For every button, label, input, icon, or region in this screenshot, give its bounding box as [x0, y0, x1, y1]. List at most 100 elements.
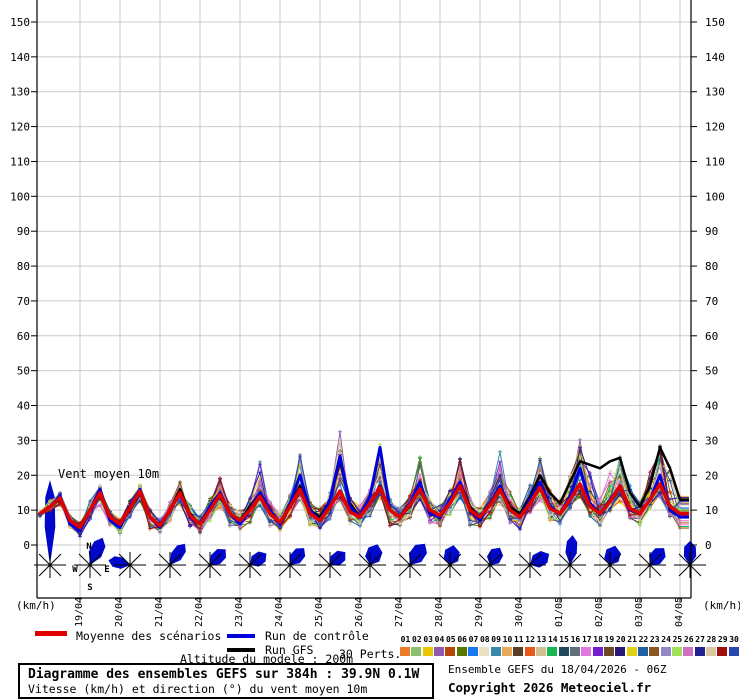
- model-altitude-note: Altitude du modele : 200m: [180, 652, 354, 666]
- date-label: 29/04: [474, 597, 485, 627]
- pert-key-cell: 19: [603, 635, 615, 656]
- pert-color-swatch: [400, 647, 410, 656]
- pert-key-cell: 12: [524, 635, 536, 656]
- rose-center-dot: [248, 563, 252, 567]
- wind-rose: [474, 547, 506, 578]
- y-tick-label-left: 80: [17, 260, 30, 273]
- pert-number: 25: [672, 635, 683, 644]
- y-tick-label-right: 30: [705, 434, 718, 447]
- wind-direction-plume: [170, 543, 186, 565]
- pert-color-swatch: [694, 647, 705, 656]
- pert-key-cell: 15: [558, 635, 570, 656]
- pert-number: 04: [434, 635, 445, 644]
- y-tick-label-left: 40: [17, 400, 30, 413]
- y-tick-label-left: 120: [10, 121, 30, 134]
- compass-label-w: W: [72, 565, 78, 575]
- pert-number: 27: [695, 635, 705, 644]
- y-tick-label-right: 80: [705, 260, 718, 273]
- date-label: 02/05: [594, 597, 605, 627]
- pert-color-swatch: [501, 647, 512, 656]
- y-tick-label-left: 20: [17, 469, 30, 482]
- pert-key-cell: 13: [535, 635, 547, 656]
- pert-number: 29: [717, 635, 728, 644]
- pert-key-cell: 25: [671, 635, 683, 656]
- wind-rose: [394, 543, 427, 578]
- compass-label-s: S: [87, 583, 92, 593]
- pert-key-cell: 10: [501, 635, 513, 656]
- pert-color-swatch: [467, 647, 478, 656]
- pert-number: 03: [423, 635, 433, 644]
- compass-label-e: E: [104, 565, 109, 575]
- y-tick-label-right: 100: [705, 190, 725, 203]
- wind-direction-plume: [530, 551, 550, 568]
- pert-key-cell: 06: [456, 635, 468, 656]
- pert-color-swatch: [490, 647, 501, 656]
- mean-line-label: Moyenne des scénarios: [76, 629, 222, 643]
- y-tick-label-right: 20: [705, 469, 718, 482]
- pert-key-cell: 24: [660, 635, 672, 656]
- pert-key-cell: 16: [569, 635, 581, 656]
- date-label: 19/04: [74, 597, 85, 627]
- pert-number: 26: [683, 635, 694, 644]
- y-tick-label-right: 140: [705, 51, 725, 64]
- pert-number: 21: [627, 635, 637, 644]
- pert-color-swatch: [581, 647, 592, 656]
- pert-color-swatch: [671, 647, 682, 656]
- x-axis-date-labels: 19/04 20/04 21/04 22/04 23/04 24/04 25/04 26/04…: [74, 597, 685, 627]
- y-tick-label-right: 40: [705, 400, 718, 413]
- copyright: Copyright 2026 Meteociel.fr: [448, 680, 652, 695]
- pert-number: 16: [570, 635, 581, 644]
- pert-number: 01: [400, 635, 411, 644]
- unit-label-right: (km/h): [703, 599, 740, 612]
- pert-color-swatch: [433, 647, 444, 656]
- pert-color-swatch: [637, 647, 648, 656]
- date-label: 04/05: [674, 597, 685, 627]
- y-tick-label-right: 10: [705, 504, 718, 517]
- gfs-line-swatch: [227, 648, 255, 652]
- compass-label-n: N: [86, 542, 91, 552]
- pert-color-swatch: [649, 647, 660, 656]
- pert-number: 08: [479, 635, 490, 644]
- wind-direction-plume: [365, 544, 383, 565]
- y-tick-label-right: 70: [705, 295, 718, 308]
- gfs-line-label: Run GFS: [265, 643, 314, 657]
- pert-key-cell: 18: [592, 635, 604, 656]
- pert-key-cell: 29: [717, 635, 728, 656]
- pert-key-cell: 17: [581, 635, 592, 656]
- rose-center-dot: [608, 563, 612, 567]
- date-label: 22/04: [194, 597, 205, 627]
- y-tick-label-left: 140: [10, 51, 30, 64]
- date-label: 03/05: [634, 597, 645, 627]
- wind-rose: [274, 548, 306, 578]
- pert-key-cell: 05: [445, 635, 456, 656]
- wind-direction-plume: [649, 548, 666, 565]
- date-label: 30/04: [514, 597, 525, 627]
- wind-rose: [554, 535, 586, 578]
- y-tick-label-right: 0: [705, 539, 712, 552]
- y-tick-label-left: 90: [17, 225, 30, 238]
- y-tick-label-right: 50: [705, 365, 718, 378]
- y-tick-label-right: 90: [705, 225, 718, 238]
- wind-rose: [234, 551, 267, 578]
- pert-number: 18: [593, 635, 603, 644]
- axes: [36, 0, 692, 599]
- rose-center-dot: [568, 563, 572, 567]
- date-label: 25/04: [314, 597, 325, 627]
- rose-center-dot: [368, 563, 372, 567]
- rose-center-dot: [168, 563, 172, 567]
- rose-center-dot: [208, 563, 212, 567]
- wind-rose: [354, 544, 386, 578]
- pert-key-cell: 08: [479, 635, 490, 656]
- date-label: 21/04: [154, 597, 165, 627]
- wind-direction-plume: [443, 545, 460, 565]
- pert-number: 14: [547, 635, 558, 644]
- ensemble-member-lines: [38, 429, 689, 539]
- pert-key-cell: 04: [433, 635, 445, 656]
- pert-key-cell: 27: [694, 635, 706, 656]
- pert-color-swatch: [479, 647, 490, 656]
- y-tick-label-left: 10: [17, 504, 30, 517]
- wind-rose: [194, 549, 226, 578]
- perturbation-color-key: 01 02 03 04 05 06 07 08 09 10 11 12 13 14 15 16 17 18 19 20…: [400, 635, 740, 658]
- wind-rose: [514, 551, 550, 578]
